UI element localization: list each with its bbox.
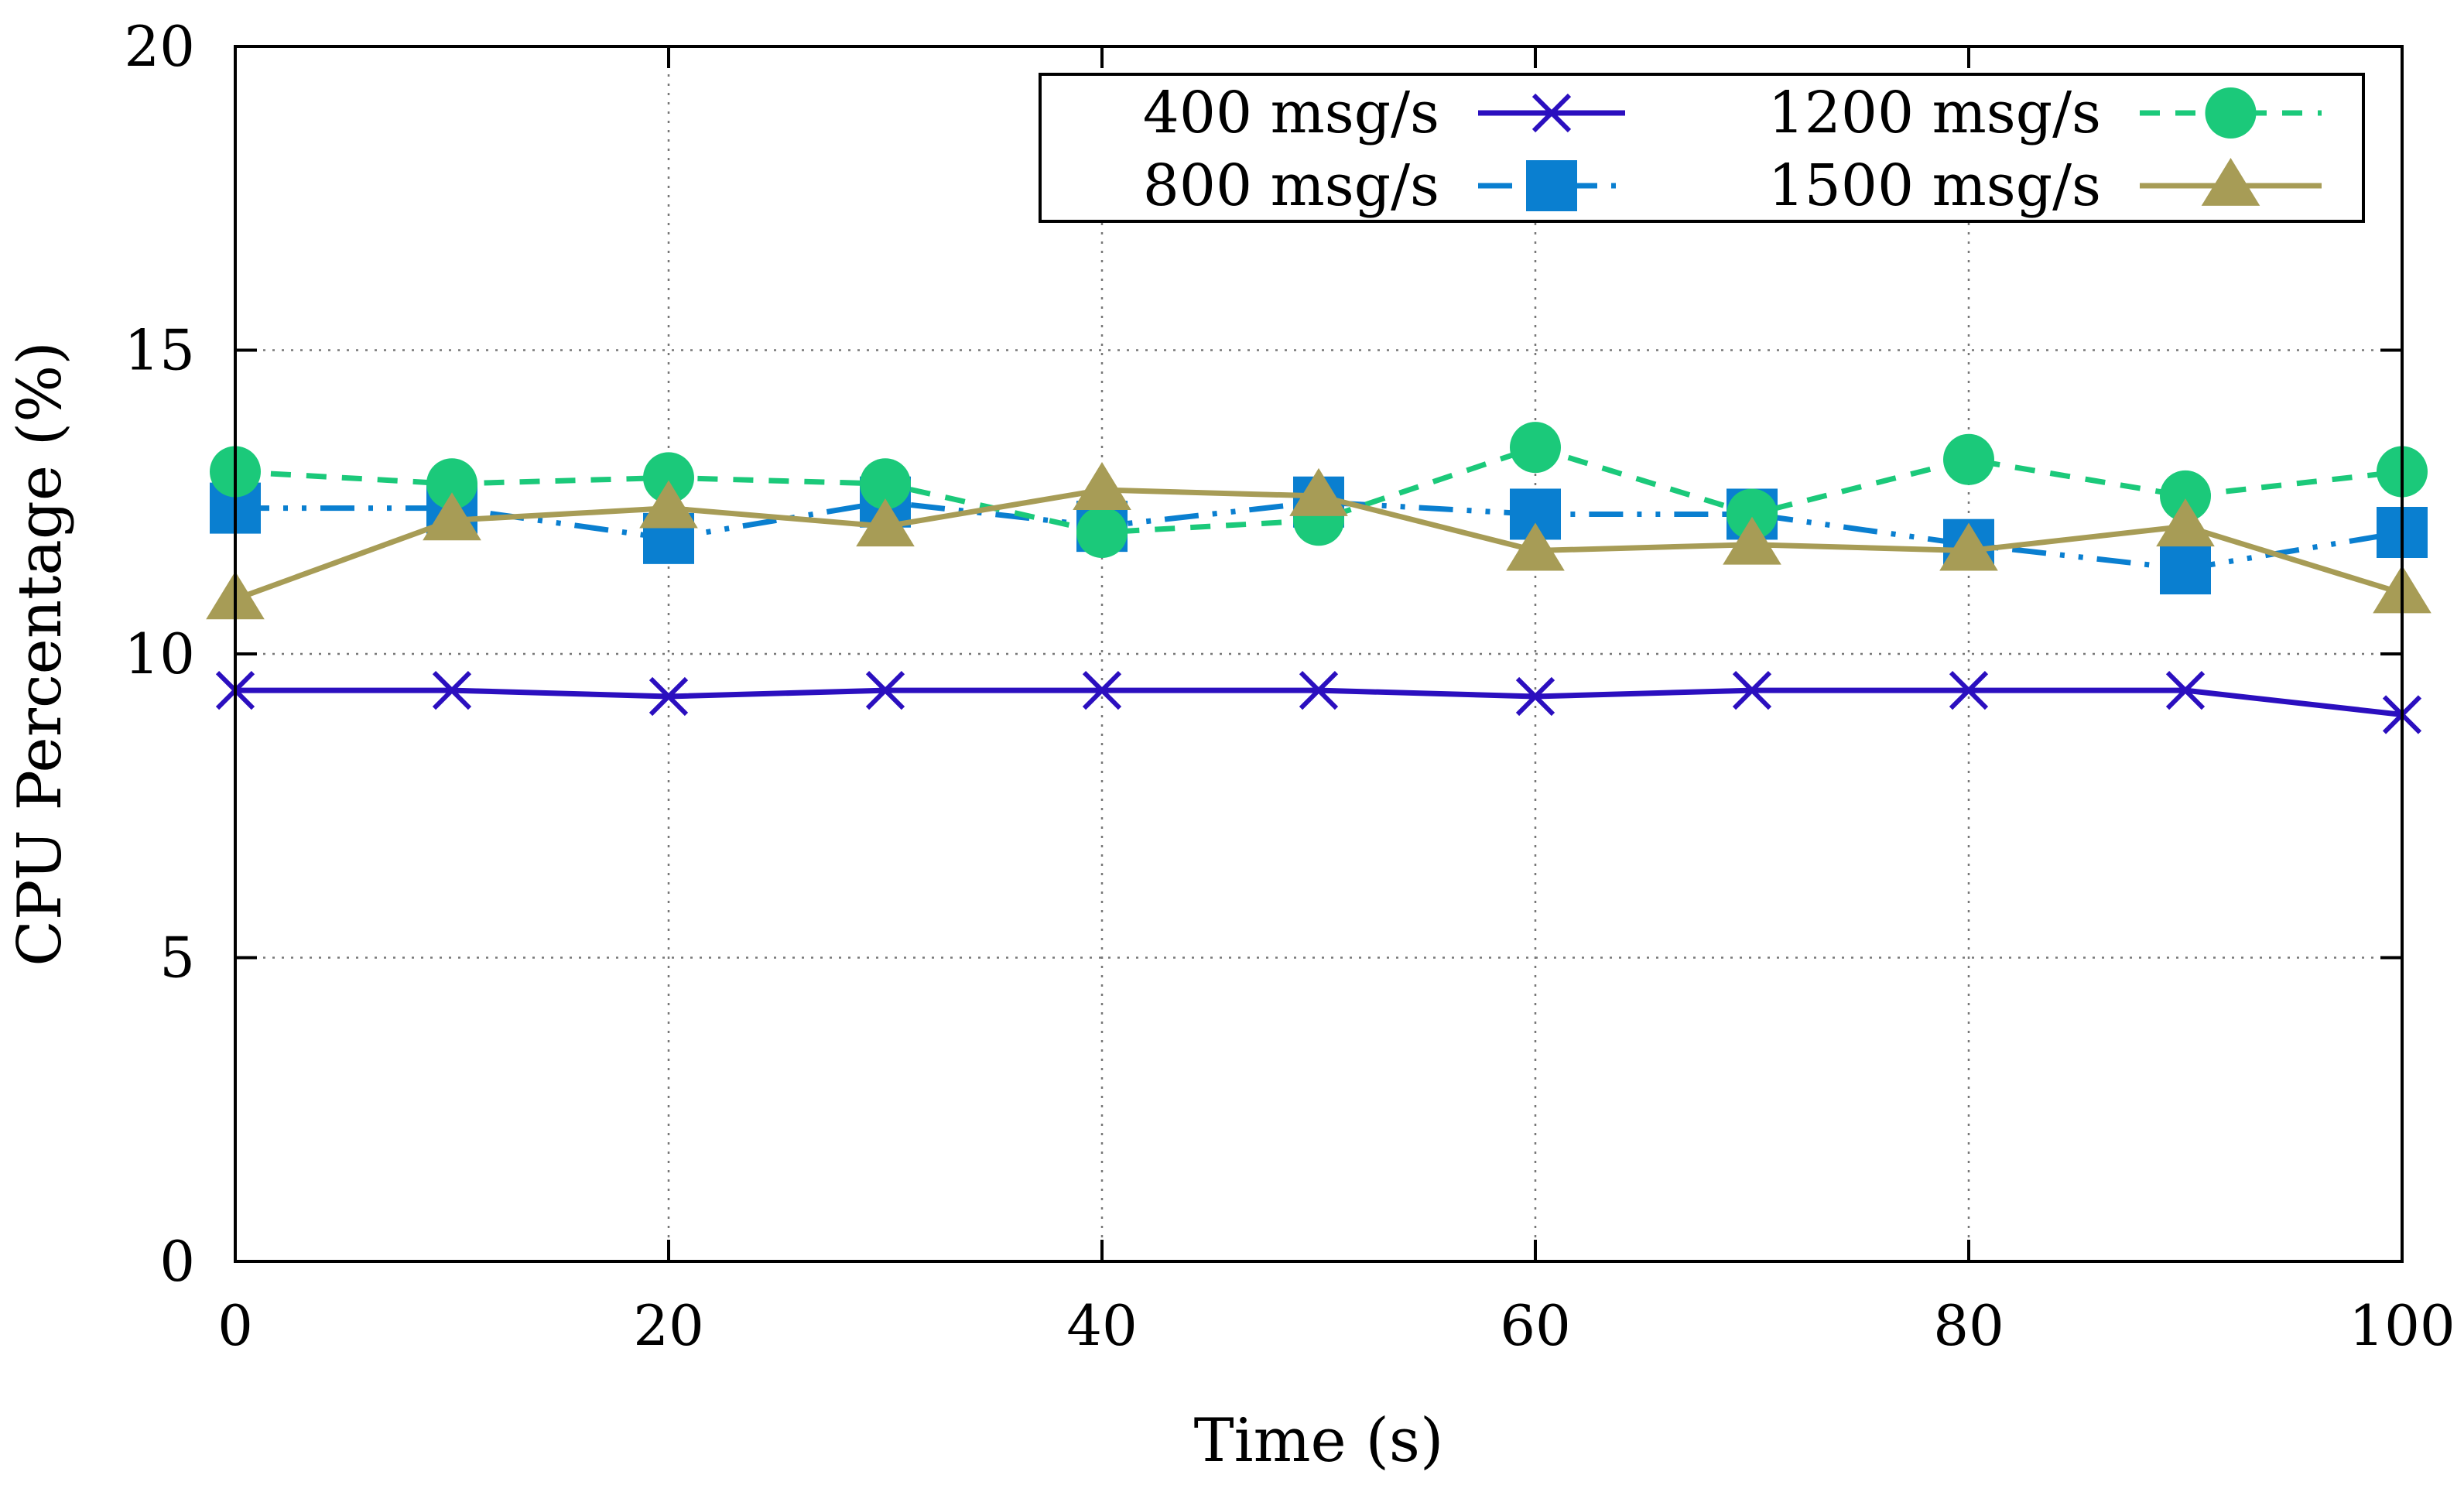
tick-labels: 0 5 10 15 20 0 20 40 60 80 100 (124, 14, 2455, 1358)
series-1200-msg-s (210, 422, 2428, 558)
data-point (1299, 670, 1339, 710)
legend-marker (1531, 93, 1572, 133)
data-point (2160, 543, 2211, 595)
x-tick-label: 60 (1500, 1293, 1571, 1358)
y-tick-label: 20 (124, 14, 195, 79)
legend-marker (1526, 160, 1577, 211)
y-tick-label: 5 (159, 926, 195, 991)
data-point (1949, 670, 1989, 710)
legend-label: 800 msg/s (1143, 152, 1439, 219)
data-point (1506, 522, 1565, 571)
data-point (1723, 516, 1781, 565)
data-point (2165, 670, 2206, 710)
data-point (2156, 498, 2215, 547)
x-tick-label: 100 (2349, 1293, 2455, 1358)
legend-label: 1500 msg/s (1768, 152, 2101, 219)
x-tick-label: 80 (1933, 1293, 2004, 1358)
data-point (1727, 488, 1778, 540)
data-point (643, 452, 694, 504)
data-point (860, 458, 911, 510)
data-point (1510, 422, 1561, 474)
legend-label: 1200 msg/s (1768, 80, 2101, 146)
data-point (423, 492, 481, 541)
grid (235, 46, 2402, 1261)
legend-label: 400 msg/s (1143, 80, 1439, 146)
legend-marker (2205, 87, 2257, 139)
data-point (1939, 522, 1998, 571)
x-tick-label: 40 (1066, 1293, 1138, 1358)
data-point (426, 458, 477, 510)
data-point (1289, 467, 1348, 516)
x-tick-label: 0 (217, 1293, 253, 1358)
data-point (1082, 670, 1122, 710)
data-point (856, 498, 915, 547)
data-point (432, 670, 472, 710)
data-point (1073, 462, 1131, 510)
x-tick-label: 20 (633, 1293, 704, 1358)
data-point (865, 670, 905, 710)
x-axis-title: Time (s) (1194, 1406, 1444, 1476)
data-point (1515, 676, 1555, 717)
y-tick-label: 10 (124, 621, 195, 686)
data-point (2160, 470, 2211, 522)
legend-marker (2201, 158, 2260, 206)
data-point (1943, 433, 1994, 485)
y-axis-title: CPU Percentage (%) (5, 341, 75, 967)
y-tick-label: 15 (124, 318, 195, 383)
y-tick-label: 0 (159, 1229, 195, 1294)
legend-box (1039, 73, 2365, 223)
data-point (1076, 507, 1128, 558)
data-point (1732, 670, 1772, 710)
data-point (649, 676, 689, 717)
series-line (234, 444, 2403, 536)
data-point (639, 480, 698, 529)
axis-ticks (234, 45, 2404, 1263)
